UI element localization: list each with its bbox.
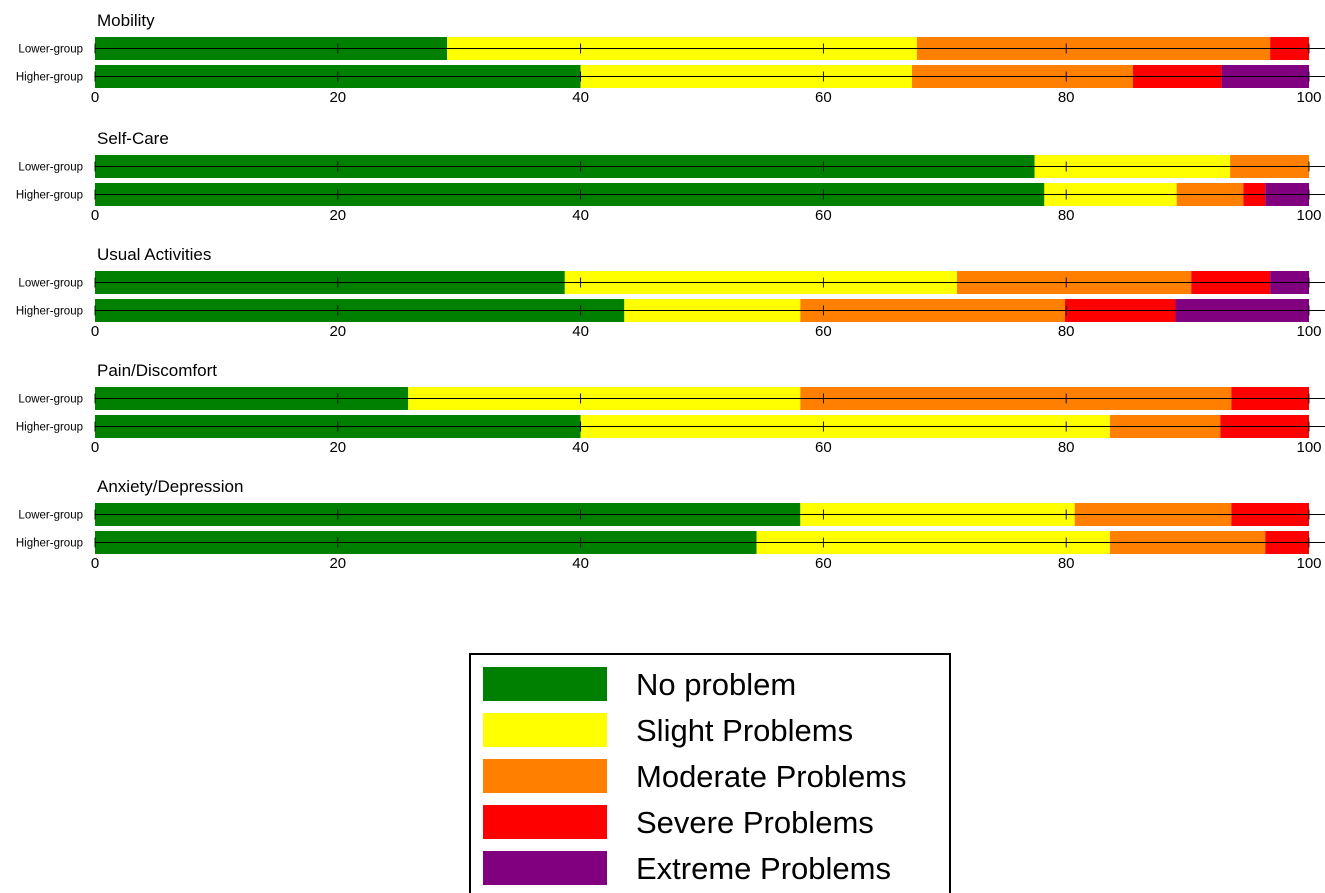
x-tick-label: 40 [572, 555, 589, 572]
x-tick-label: 100 [1296, 207, 1321, 224]
legend-swatch-severe-problems [483, 805, 607, 839]
panel-title: Mobility [97, 11, 155, 30]
legend: No problem Slight Problems Moderate Proble… [469, 653, 951, 893]
legend-swatch-slight-problems [483, 713, 607, 747]
group-label: Higher-group [16, 422, 83, 434]
x-tick-label: 60 [815, 89, 832, 106]
legend-label-slight-problems: Slight Problems [636, 713, 853, 748]
panel-pain-discomfort: Pain/Discomfort Lower-group Higher-group 0 2… [16, 361, 1325, 456]
panel-self-care: Self-Care Lower-group Higher-group 0 20 40 60 8… [16, 129, 1325, 224]
legend-swatch-moderate-problems [483, 759, 607, 793]
x-tick-label: 80 [1058, 207, 1075, 224]
panel-title: Anxiety/Depression [97, 477, 243, 496]
x-tick-label: 80 [1058, 89, 1075, 106]
legend-swatch-no-problem [483, 667, 607, 701]
x-tick-label: 0 [91, 89, 99, 106]
x-tick-label: 20 [329, 439, 346, 456]
x-tick-label: 100 [1296, 323, 1321, 340]
x-tick-label: 20 [329, 323, 346, 340]
x-tick-label: 40 [572, 207, 589, 224]
group-label: Higher-group [16, 190, 83, 202]
x-tick-label: 100 [1296, 439, 1321, 456]
x-tick-label: 40 [572, 439, 589, 456]
legend-label-extreme-problems: Extreme Problems [636, 851, 891, 886]
group-label: Lower-group [18, 394, 83, 406]
group-label: Lower-group [18, 44, 83, 56]
x-tick-label: 100 [1296, 555, 1321, 572]
panel-title: Self-Care [97, 129, 169, 148]
x-tick-label: 0 [91, 207, 99, 224]
legend-label-severe-problems: Severe Problems [636, 805, 874, 840]
panel-mobility: Mobility Lower-group Higher-group 0 20 40 60 80… [16, 11, 1325, 106]
x-tick-label: 60 [815, 207, 832, 224]
x-tick-label: 20 [329, 207, 346, 224]
group-label: Higher-group [16, 538, 83, 550]
x-tick-label: 0 [91, 323, 99, 340]
x-tick-label: 80 [1058, 323, 1075, 340]
x-tick-label: 0 [91, 555, 99, 572]
group-label: Lower-group [18, 510, 83, 522]
x-tick-label: 60 [815, 555, 832, 572]
x-tick-label: 80 [1058, 439, 1075, 456]
group-label: Lower-group [18, 278, 83, 290]
panel-anxiety-depression: Anxiety/Depression Lower-group Higher-grou… [16, 477, 1325, 572]
group-label: Higher-group [16, 72, 83, 84]
x-tick-label: 0 [91, 439, 99, 456]
legend-label-moderate-problems: Moderate Problems [636, 759, 907, 794]
panel-usual-activities: Usual Activities Lower-group Higher-group 0… [16, 245, 1325, 340]
x-tick-label: 40 [572, 89, 589, 106]
group-label: Lower-group [18, 162, 83, 174]
x-tick-label: 100 [1296, 89, 1321, 106]
x-tick-label: 20 [329, 555, 346, 572]
legend-label-no-problem: No problem [636, 667, 796, 702]
x-tick-label: 40 [572, 323, 589, 340]
x-tick-label: 60 [815, 323, 832, 340]
legend-swatch-extreme-problems [483, 851, 607, 885]
x-tick-label: 80 [1058, 555, 1075, 572]
group-label: Higher-group [16, 306, 83, 318]
x-tick-label: 20 [329, 89, 346, 106]
panel-title: Usual Activities [97, 245, 211, 264]
x-tick-label: 60 [815, 439, 832, 456]
panel-title: Pain/Discomfort [97, 361, 217, 380]
